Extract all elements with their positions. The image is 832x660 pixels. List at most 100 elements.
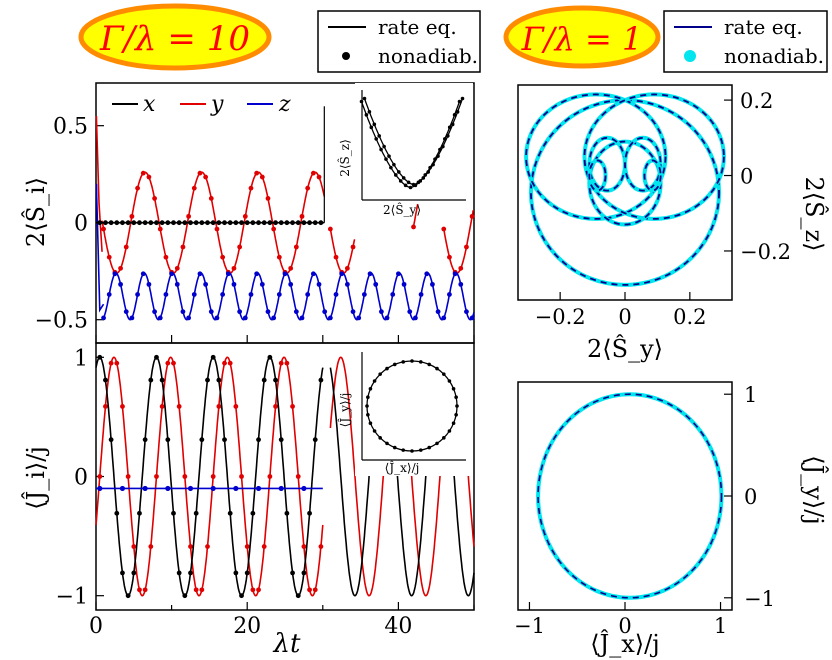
tl-z-point	[129, 315, 135, 321]
bl-y-point	[108, 360, 114, 366]
bl-y-point	[131, 544, 137, 549]
tl-x-point	[244, 220, 250, 226]
bl-x-point	[205, 377, 210, 383]
tl-ytick-label: 0	[74, 212, 88, 237]
tl-y-point	[186, 213, 192, 219]
bl-y-point	[307, 587, 312, 593]
tl-z-point	[469, 315, 475, 321]
tl-y-point	[146, 174, 152, 180]
tl-y-point	[135, 185, 140, 191]
bl-y-point	[318, 544, 324, 549]
tl-ytick-label: 0.5	[53, 115, 88, 140]
tl-z-point	[163, 292, 169, 297]
bl-y-point	[267, 474, 273, 479]
top-right-plot: −0.2 0 0.2 −0.2 0 0.2	[524, 89, 791, 329]
tl-inset-point	[382, 144, 386, 149]
bl-y-point	[273, 404, 278, 409]
tl-x-point	[256, 220, 261, 226]
tl-z-point	[344, 281, 350, 287]
bl-y-point	[216, 404, 222, 409]
tl-inset-point	[367, 110, 372, 114]
bl-y-point	[210, 474, 216, 479]
tl-inset-point	[421, 176, 426, 180]
br-rate-circle	[537, 393, 723, 599]
bl-ytick-label: 0	[74, 466, 88, 491]
bl-y-point	[284, 360, 290, 366]
tl-z-point	[180, 309, 186, 315]
bl-z-point	[119, 485, 126, 492]
tl-ytick-label: −0.5	[35, 309, 88, 334]
bl-inset-point	[455, 404, 459, 408]
bl-y-point	[301, 544, 307, 549]
tl-z-point	[237, 309, 243, 315]
bl-y-point	[278, 360, 284, 366]
tl-inset-point	[457, 99, 462, 104]
tl-x-point	[125, 220, 131, 226]
bl-x-point	[244, 570, 250, 576]
bl-inset-point	[427, 362, 432, 367]
tl-z-point	[169, 271, 175, 277]
bl-x-point	[227, 510, 233, 516]
tl-z-line	[102, 272, 475, 321]
tl-x-point	[210, 220, 216, 226]
tl-y-point	[265, 195, 271, 201]
tl-z-point	[214, 315, 220, 321]
bl-y-point	[290, 404, 295, 409]
bl-ytick-label: 1	[74, 346, 88, 371]
tl-z-point	[265, 309, 271, 315]
tl-x-point	[120, 220, 125, 226]
bl-inset-point	[366, 395, 370, 400]
tl-x-point	[193, 220, 199, 226]
tl-y-point	[101, 226, 106, 232]
bottom-right-frame	[517, 381, 733, 611]
tl-z-point	[310, 271, 316, 277]
bl-xtick-label: 0	[89, 614, 103, 639]
tl-x-point	[273, 220, 278, 226]
tl-y-point	[276, 254, 282, 260]
tl-z-point	[413, 315, 418, 321]
bl-y-point	[125, 474, 131, 479]
tl-z-point	[390, 292, 396, 297]
tr-ytick-label: 0	[740, 165, 753, 189]
inset-bottom-ylabel: ⟨Ĵ_y⟩/j	[337, 393, 352, 428]
tl-z-point	[322, 309, 328, 315]
tr-ytick-label: −0.2	[740, 240, 791, 264]
bl-inset-point	[385, 441, 389, 446]
tl-z-point	[288, 281, 294, 287]
bl-inset-point	[442, 436, 446, 440]
tl-y-point	[231, 265, 237, 271]
tl-y-point	[271, 226, 277, 232]
tl-y-point	[180, 244, 186, 250]
tl-z-point	[316, 281, 322, 287]
top-right-ylabel: 2⟨Ŝ_z⟩	[800, 176, 829, 251]
tl-x-point	[176, 220, 182, 226]
tl-inset-point	[364, 113, 369, 117]
bl-z-point	[301, 485, 307, 492]
tl-y-point	[350, 244, 356, 250]
bl-x-point	[97, 354, 103, 360]
tr-ytick-label: 0.2	[740, 89, 773, 113]
bl-x-point	[176, 570, 182, 576]
tl-z-point	[106, 292, 112, 297]
tl-y-point	[118, 265, 123, 271]
legend-right-entry-0: rate eq.	[724, 15, 803, 39]
bl-x-point	[120, 570, 125, 576]
bl-x-point	[273, 377, 278, 383]
tr-rate-loop	[643, 159, 662, 192]
tl-inset-point	[374, 137, 379, 141]
tl-x-point	[261, 220, 267, 226]
tl-x-point	[188, 220, 193, 226]
tl-z-point	[248, 292, 254, 297]
tl-y-point	[140, 170, 146, 176]
br-xtick-label: −1	[514, 614, 545, 638]
bl-inset-point	[401, 360, 406, 364]
tl-z-point	[293, 309, 299, 315]
tl-inset-point	[372, 122, 377, 127]
tl-z-point	[396, 271, 401, 277]
tl-inset-point	[384, 157, 388, 161]
legend-left-dot-marker	[342, 52, 350, 60]
series-legend-z: z	[278, 92, 291, 117]
bl-x-point	[210, 354, 216, 360]
tl-z-point	[208, 309, 214, 315]
tl-z-point	[174, 281, 180, 287]
